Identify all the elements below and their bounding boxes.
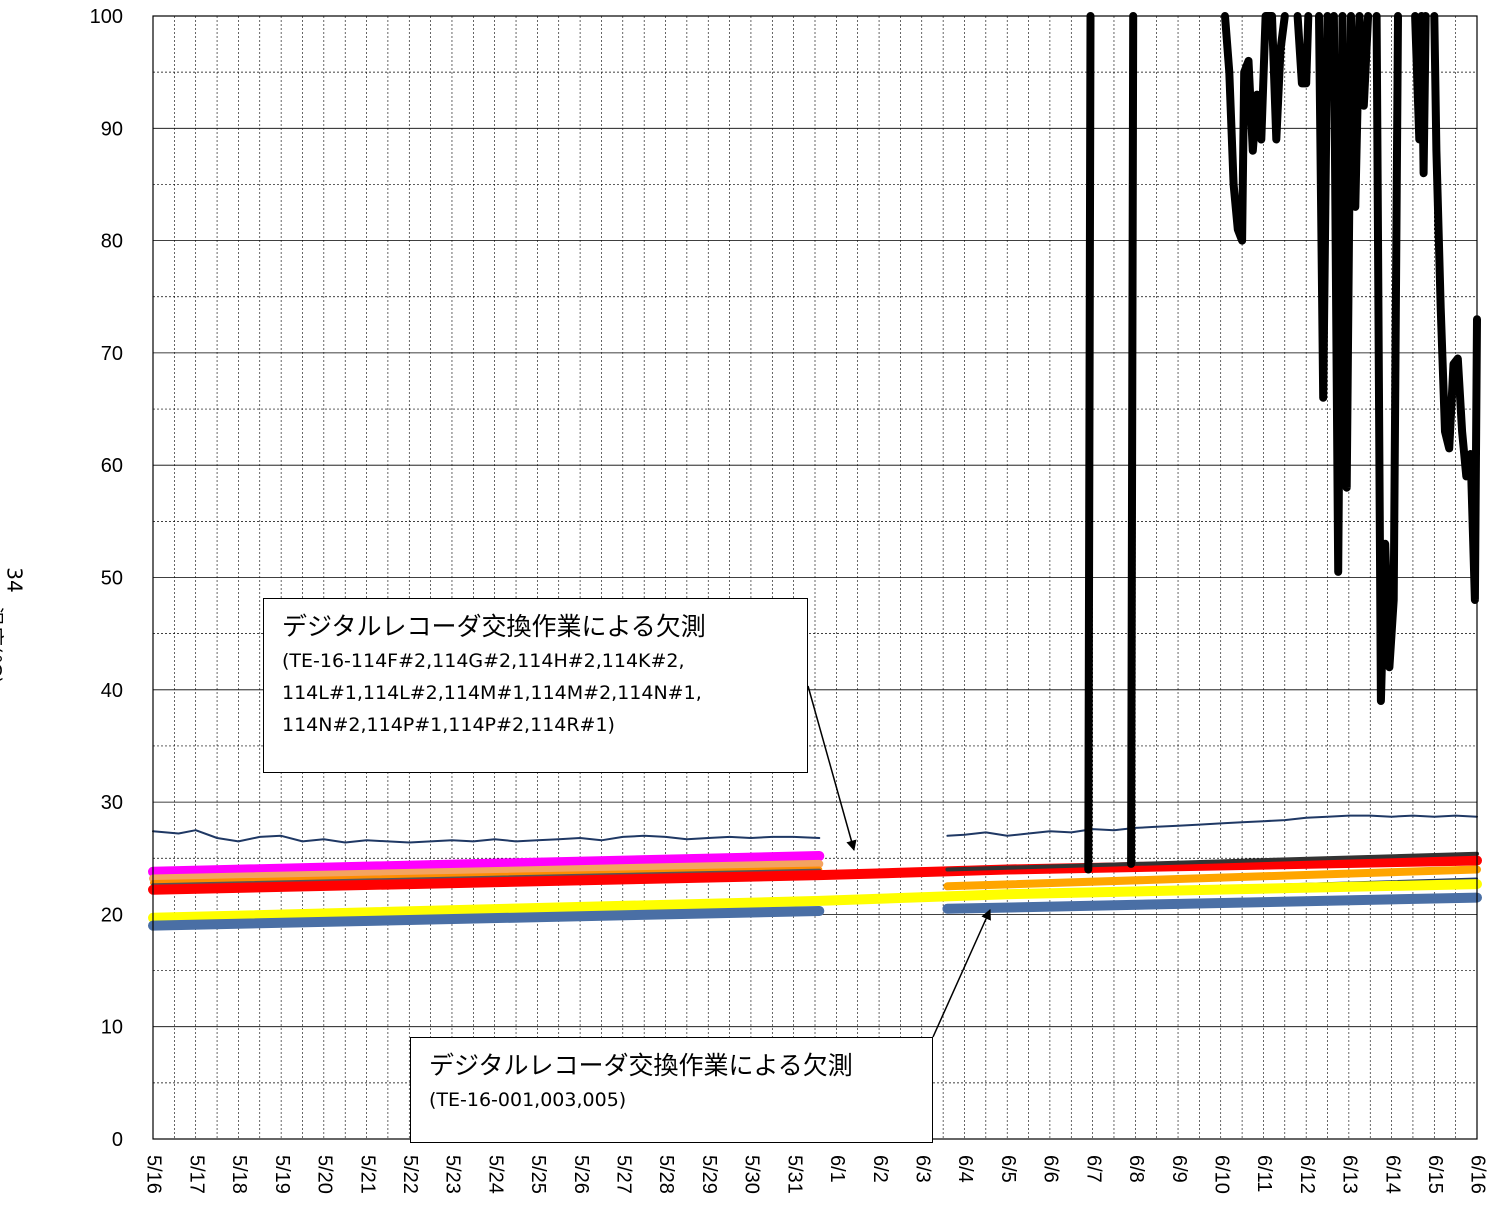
x-tick-label: 6/9 — [1168, 1155, 1190, 1183]
x-tick-label: 6/6 — [1040, 1155, 1062, 1183]
y-tick-label: 20 — [101, 904, 123, 926]
x-tick-label: 5/30 — [741, 1155, 763, 1194]
series-line-9 — [148, 879, 1482, 923]
x-tick-label: 5/18 — [228, 1155, 250, 1194]
annotation-1-detail: (TE-16-114F#2,114G#2,114H#2,114K#2, 114L… — [282, 650, 702, 736]
annotation-2-title: デジタルレコーダ交換作業による欠測 — [429, 1051, 853, 1080]
y-tick-label: 0 — [112, 1129, 123, 1151]
axes: 0 10 20 30 40 50 60 70 80 90 100 5/16 5/17 5/18 5/19 5/… — [90, 6, 1489, 1194]
series-line-6 — [945, 851, 1479, 872]
x-tick-label: 5/31 — [783, 1155, 805, 1194]
annotation-1-arrow — [807, 685, 857, 852]
x-tick-label: 6/1 — [826, 1155, 848, 1183]
y-tick-label: 60 — [101, 455, 123, 477]
y-tick-label: 100 — [90, 6, 123, 28]
x-tick-label: 6/5 — [997, 1155, 1019, 1183]
x-tick-label: 5/29 — [698, 1155, 720, 1194]
annotation-box-1: デジタルレコーダ交換作業による欠測 (TE-16-114F#2,114G#2,1… — [263, 598, 808, 773]
y-tick-label: 80 — [101, 231, 123, 253]
x-tick-label: 6/12 — [1296, 1155, 1318, 1194]
y-axis-label-wrap: 温度(℃) — [0, 560, 44, 684]
series-line-0 — [152, 814, 1478, 844]
x-tick-label: 6/15 — [1424, 1155, 1446, 1194]
x-tick-label: 5/28 — [655, 1155, 677, 1194]
y-tick-label: 10 — [101, 1017, 123, 1039]
series-line-1 — [148, 851, 825, 877]
series-group — [148, 12, 1482, 931]
series-line-2 — [149, 859, 824, 883]
x-tick-label: 6/16 — [1467, 1155, 1489, 1194]
x-tick-label: 5/24 — [484, 1155, 506, 1194]
x-tick-label: 5/22 — [399, 1155, 421, 1194]
x-tick-label: 5/23 — [442, 1155, 464, 1194]
series-line-11 — [1084, 12, 1481, 874]
x-tick-label: 5/17 — [185, 1155, 207, 1194]
y-tick-label: 70 — [101, 343, 123, 365]
annotation-box-2: デジタルレコーダ交換作業による欠測 (TE-16-001,003,005) — [410, 1037, 933, 1143]
x-tick-label: 5/16 — [143, 1155, 165, 1194]
x-tick-label: 5/20 — [314, 1155, 336, 1194]
series-line-10 — [148, 892, 1482, 931]
x-tick-label: 6/14 — [1381, 1155, 1403, 1194]
x-tick-label: 5/27 — [613, 1155, 635, 1194]
annotation-2-arrow — [932, 909, 991, 1038]
y-tick-label: 30 — [101, 792, 123, 814]
annotation-arrows — [807, 685, 991, 1038]
x-tick-label: 5/19 — [271, 1155, 293, 1194]
x-tick-label: 6/11 — [1253, 1155, 1275, 1192]
x-tick-label: 6/4 — [954, 1155, 976, 1183]
x-tick-label: 6/8 — [1125, 1155, 1147, 1183]
x-tick-label: 6/7 — [1082, 1155, 1104, 1183]
y-tick-label: 40 — [101, 680, 123, 702]
y-tick-label: 90 — [101, 118, 123, 140]
annotation-2-detail: (TE-16-001,003,005) — [429, 1089, 627, 1111]
x-tick-label: 5/25 — [527, 1155, 549, 1194]
x-tick-label: 6/13 — [1339, 1155, 1361, 1194]
y-axis-label: 温度(℃) — [0, 606, 6, 685]
grid — [152, 15, 1478, 1140]
x-tick-label: 6/3 — [911, 1155, 933, 1183]
series-line-7 — [943, 865, 1481, 891]
x-tick-label: 5/26 — [570, 1155, 592, 1194]
x-tick-label: 6/10 — [1210, 1155, 1232, 1194]
x-tick-label: 6/2 — [869, 1155, 891, 1183]
series-line-5 — [148, 855, 1482, 895]
y-tick-label: 50 — [101, 568, 123, 590]
annotation-1-title: デジタルレコーダ交換作業による欠測 — [282, 612, 706, 641]
x-tick-label: 5/21 — [356, 1155, 378, 1194]
